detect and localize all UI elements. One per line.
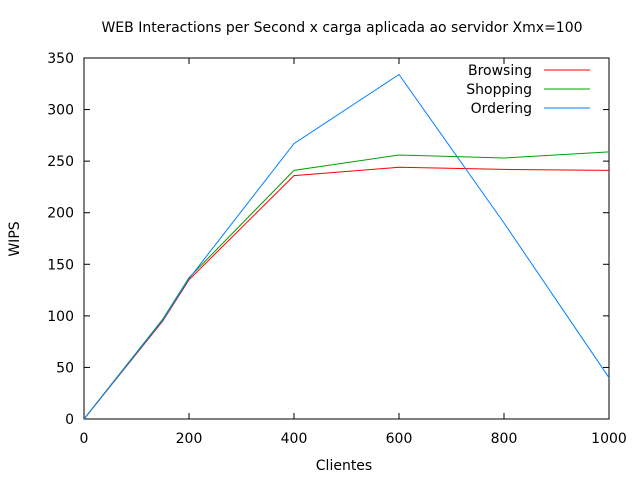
plot-area-frame xyxy=(83,57,610,420)
axis-ticks: 0 50 100 150 200 250 300 350 0 200 400 600 800 1000 xyxy=(47,51,627,447)
y-tick-label: 200 xyxy=(47,206,74,222)
y-tick-label: 100 xyxy=(47,309,74,325)
x-tick-label: 800 xyxy=(491,431,518,447)
x-tick-label: 200 xyxy=(176,431,203,447)
legend-label-browsing: Browsing xyxy=(468,63,532,79)
x-axis-label: Clientes xyxy=(316,458,372,474)
series-line-ordering xyxy=(83,73,610,420)
y-tick-label: 250 xyxy=(47,154,74,170)
chart-title: WEB Interactions per Second x carga apli… xyxy=(101,20,582,36)
x-tick-label: 1000 xyxy=(591,431,627,447)
series-line-browsing xyxy=(83,166,610,420)
x-tick-label: 0 xyxy=(80,431,89,447)
legend-label-ordering: Ordering xyxy=(471,101,532,117)
y-tick-label: 300 xyxy=(47,103,74,119)
y-axis-label: WIPS xyxy=(7,221,23,256)
legend-label-shopping: Shopping xyxy=(466,82,532,98)
y-tick-label: 0 xyxy=(65,412,74,428)
y-tick-label: 350 xyxy=(47,51,74,67)
y-tick-label: 150 xyxy=(47,257,74,273)
x-tick-label: 600 xyxy=(386,431,413,447)
x-tick-label: 400 xyxy=(281,431,308,447)
y-tick-label: 50 xyxy=(56,360,74,376)
series-lines xyxy=(83,73,610,420)
legend: Browsing Shopping Ordering xyxy=(466,63,590,117)
series-line-shopping xyxy=(83,151,610,420)
